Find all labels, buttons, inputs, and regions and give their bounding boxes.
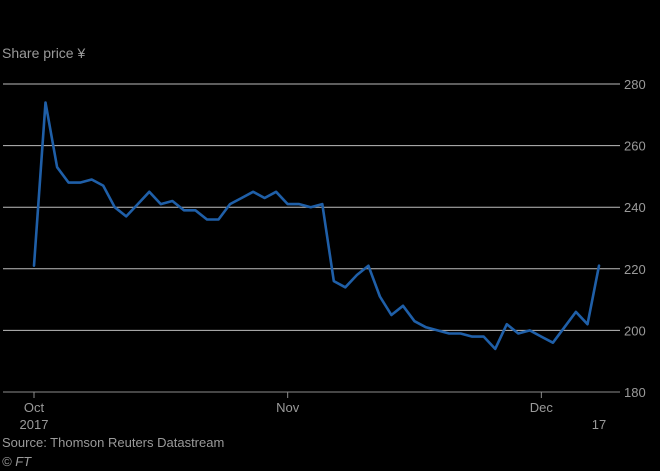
y-tick-label: 280 [624,77,646,92]
y-axis-ticks: 180 200 220 240 260 280 [624,77,646,400]
x-tick-sublabel: 2017 [20,417,49,432]
x-tick-label: Oct [24,400,45,415]
y-tick-label: 200 [624,323,646,338]
y-axis-title: Share price ¥ [2,45,86,61]
x-tick-label: Dec [530,400,554,415]
y-tick-label: 260 [624,139,646,154]
x-tick-sublabel: 17 [592,417,606,432]
share-price-line [32,101,601,351]
source-note: Source: Thomson Reuters Datastream [2,435,225,450]
x-tick-label: Nov [276,400,300,415]
x-axis: Oct 2017 Nov Dec 17 [20,392,606,432]
ft-credit: © FT [2,454,32,469]
series-layer [32,101,601,351]
gridlines [3,83,620,393]
y-tick-label: 240 [624,200,646,215]
y-tick-label: 220 [624,262,646,277]
y-tick-label: 180 [624,385,646,400]
